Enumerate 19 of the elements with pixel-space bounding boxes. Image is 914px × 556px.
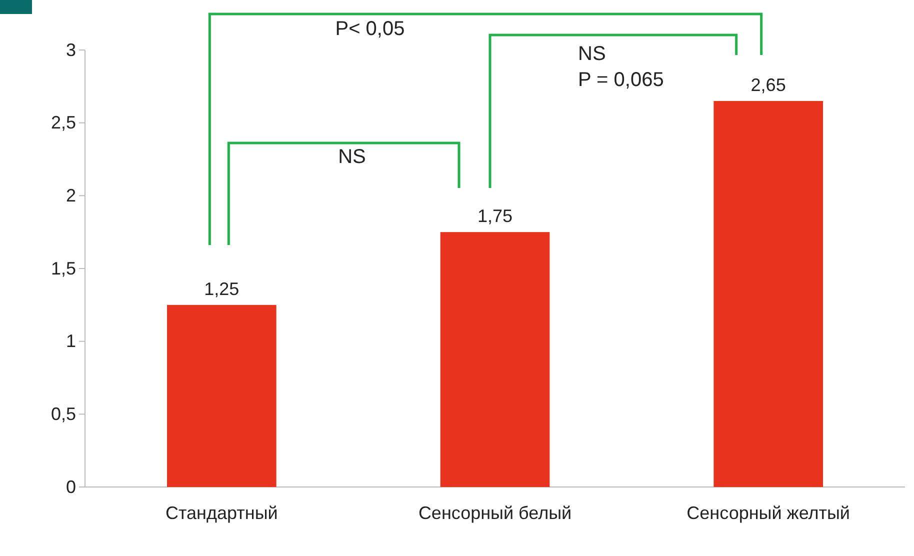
bar (714, 100, 823, 487)
data-label: 1,25 (204, 278, 240, 299)
x-tick-label: Сенсорный желтый (686, 502, 850, 523)
annotation: NS (338, 146, 366, 168)
bar (440, 232, 550, 487)
y-tick-label: 3 (66, 40, 76, 60)
annotation: NS P = 0,065 (578, 43, 664, 91)
text: P< 0,05 (335, 18, 405, 40)
bar (167, 304, 276, 487)
data-label: 1,75 (477, 206, 513, 226)
data-label: 2,65 (750, 74, 786, 95)
y-tick-label: 1 (66, 331, 76, 352)
y-tick-label: 0 (66, 476, 76, 497)
y-tick-label: 1,5 (50, 258, 76, 278)
y-tick-label: 2 (66, 185, 76, 206)
x-tick-label: Сенсорный белый (418, 502, 572, 523)
y-tick-label: 2,5 (50, 112, 76, 133)
x-tick-label: Стандартный (166, 502, 278, 523)
y-tick-label: 0,5 (50, 404, 76, 424)
